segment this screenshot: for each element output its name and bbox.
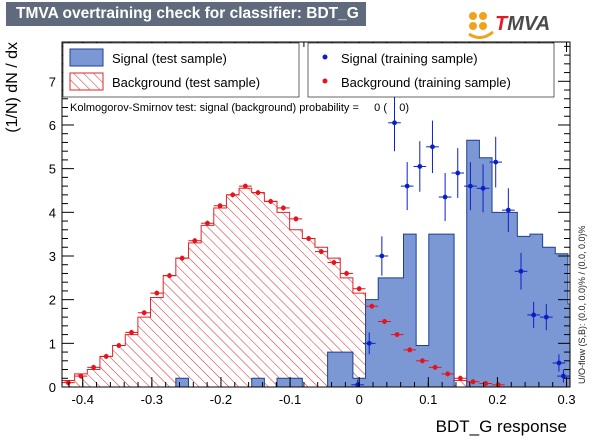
background-training-point bbox=[150, 290, 164, 296]
background-training-point bbox=[62, 380, 75, 386]
signal-training-point bbox=[489, 136, 503, 188]
logo-text: TMVA bbox=[495, 13, 551, 35]
background-training-point bbox=[276, 205, 290, 211]
signal-training-point bbox=[514, 252, 528, 290]
legend-signal-train-marker bbox=[322, 54, 328, 60]
x-tick-label: -0.2 bbox=[210, 392, 232, 407]
y-tick-label: 2 bbox=[49, 293, 56, 308]
x-tick-label: 0.1 bbox=[419, 392, 437, 407]
background-training-point bbox=[175, 255, 189, 261]
background-training-point bbox=[239, 183, 252, 189]
y-tick-label: 6 bbox=[49, 118, 56, 133]
background-training-point bbox=[378, 318, 391, 325]
y-axis: 0 1 2 3 4 5 6 7 bbox=[49, 45, 570, 395]
background-training-points bbox=[62, 183, 505, 387]
signal-training-point bbox=[539, 304, 553, 331]
signal-training-point bbox=[451, 148, 465, 198]
signal-training-point bbox=[375, 236, 389, 276]
background-training-point bbox=[416, 358, 429, 364]
y-tick-label: 4 bbox=[49, 205, 56, 220]
background-training-point bbox=[466, 379, 480, 385]
background-training-point bbox=[479, 380, 493, 387]
background-training-point bbox=[226, 192, 240, 198]
x-tick-label: 0.2 bbox=[488, 392, 506, 407]
background-training-point bbox=[213, 203, 227, 209]
signal-training-point bbox=[426, 120, 439, 174]
background-training-point bbox=[99, 353, 113, 360]
signal-training-point bbox=[502, 188, 515, 232]
background-training-point bbox=[87, 364, 100, 370]
background-training-point bbox=[365, 303, 379, 309]
y-tick-label: 5 bbox=[49, 162, 56, 177]
background-training-point bbox=[302, 235, 315, 242]
signal-training-point bbox=[464, 162, 477, 211]
title-bar: TMVA overtraining check for classifier: … bbox=[6, 2, 366, 26]
legend-training-box bbox=[307, 42, 555, 98]
y-tick-label: 3 bbox=[49, 249, 56, 264]
x-tick-label: 0.3 bbox=[558, 392, 576, 407]
signal-training-point bbox=[552, 354, 566, 372]
background-training-point bbox=[428, 364, 442, 370]
signal-training-point bbox=[362, 332, 376, 355]
x-tick-label: -0.1 bbox=[279, 392, 301, 407]
legend-signal-test-swatch bbox=[69, 48, 104, 67]
background-training-point bbox=[163, 273, 176, 279]
background-training-point bbox=[314, 249, 328, 255]
signal-training-point bbox=[413, 141, 427, 192]
background-training-point bbox=[112, 342, 126, 349]
background-training-point bbox=[137, 310, 151, 316]
background-training-point bbox=[125, 329, 138, 336]
y-axis-label: (1/N) dN / dx bbox=[4, 42, 21, 133]
background-training-point bbox=[390, 331, 404, 338]
tmva-logo: TMVA bbox=[467, 8, 557, 42]
ks-test-text: Kolmogorov-Smirnov test: signal (backgro… bbox=[70, 102, 409, 114]
legend-background-test-label: Background (test sample) bbox=[112, 75, 260, 90]
signal-test-histogram bbox=[62, 139, 570, 387]
x-axis-label: BDT_G response bbox=[436, 417, 567, 436]
y-tick-label: 0 bbox=[49, 380, 56, 395]
background-training-point bbox=[74, 373, 88, 379]
legend-background-train-marker bbox=[322, 78, 328, 84]
plot-frame bbox=[61, 41, 571, 388]
legend-signal-train-label: Signal (training sample) bbox=[341, 51, 478, 66]
legend-background-train-label: Background (training sample) bbox=[341, 75, 511, 90]
legend-training: Signal (training sample) Background (tra… bbox=[307, 42, 555, 98]
signal-training-points bbox=[351, 94, 570, 387]
legend-signal-test-label: Signal (test sample) bbox=[112, 51, 227, 66]
background-training-point bbox=[201, 220, 214, 226]
background-training-point bbox=[454, 375, 467, 381]
signal-training-point bbox=[388, 94, 401, 152]
background-training-point bbox=[251, 190, 265, 196]
legend-test: Signal (test sample) Background (test sa… bbox=[62, 42, 300, 98]
signal-training-point bbox=[400, 162, 414, 211]
background-training-point bbox=[188, 238, 202, 244]
y-tick-label: 7 bbox=[49, 74, 56, 89]
signal-training-point bbox=[557, 369, 570, 383]
signal-training-point bbox=[527, 301, 540, 329]
background-training-point bbox=[441, 371, 455, 377]
background-training-point bbox=[264, 198, 277, 205]
legend-background-test-swatch bbox=[69, 72, 104, 91]
chart-title: TMVA overtraining check for classifier: … bbox=[16, 5, 359, 22]
background-training-point bbox=[327, 259, 341, 266]
signal-training-point bbox=[476, 164, 490, 213]
background-training-point bbox=[289, 216, 303, 222]
x-tick-label: 0 bbox=[356, 392, 363, 407]
side-text: U/O-flow (S,B): (0.0, 0.0)% / (0.0, 0.0)… bbox=[577, 225, 587, 384]
x-tick-label: -0.4 bbox=[72, 392, 94, 407]
background-training-point bbox=[403, 347, 417, 353]
plot-area bbox=[62, 94, 570, 387]
x-tick-label: -0.3 bbox=[141, 392, 163, 407]
signal-test-area bbox=[62, 139, 570, 387]
background-training-point bbox=[340, 270, 353, 277]
signal-training-point bbox=[438, 173, 452, 222]
logo-dots-icon bbox=[468, 12, 494, 39]
y-tick-label: 1 bbox=[49, 336, 56, 351]
background-training-point bbox=[352, 286, 366, 292]
